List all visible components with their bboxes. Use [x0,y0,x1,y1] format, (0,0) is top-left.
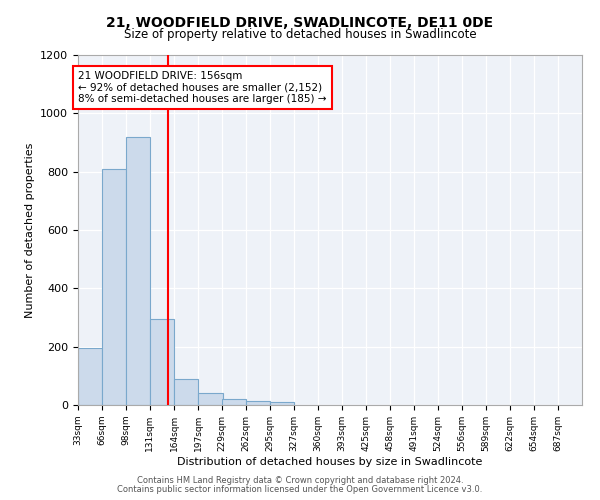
Text: Size of property relative to detached houses in Swadlincote: Size of property relative to detached ho… [124,28,476,41]
Bar [199,394,223,405]
Text: Contains public sector information licensed under the Open Government Licence v3: Contains public sector information licen… [118,485,482,494]
Bar [78,348,102,405]
X-axis label: Distribution of detached houses by size in Swadlincote: Distribution of detached houses by size … [178,456,482,466]
Bar [222,399,246,405]
Bar [125,136,150,405]
Bar [150,319,174,405]
Text: 21, WOODFIELD DRIVE, SWADLINCOTE, DE11 0DE: 21, WOODFIELD DRIVE, SWADLINCOTE, DE11 0… [106,16,494,30]
Bar [174,379,199,405]
Text: 21 WOODFIELD DRIVE: 156sqm
← 92% of detached houses are smaller (2,152)
8% of se: 21 WOODFIELD DRIVE: 156sqm ← 92% of deta… [78,71,326,104]
Bar [102,169,127,405]
Bar [246,400,270,405]
Y-axis label: Number of detached properties: Number of detached properties [25,142,35,318]
Bar [270,402,295,405]
Text: Contains HM Land Registry data © Crown copyright and database right 2024.: Contains HM Land Registry data © Crown c… [137,476,463,485]
